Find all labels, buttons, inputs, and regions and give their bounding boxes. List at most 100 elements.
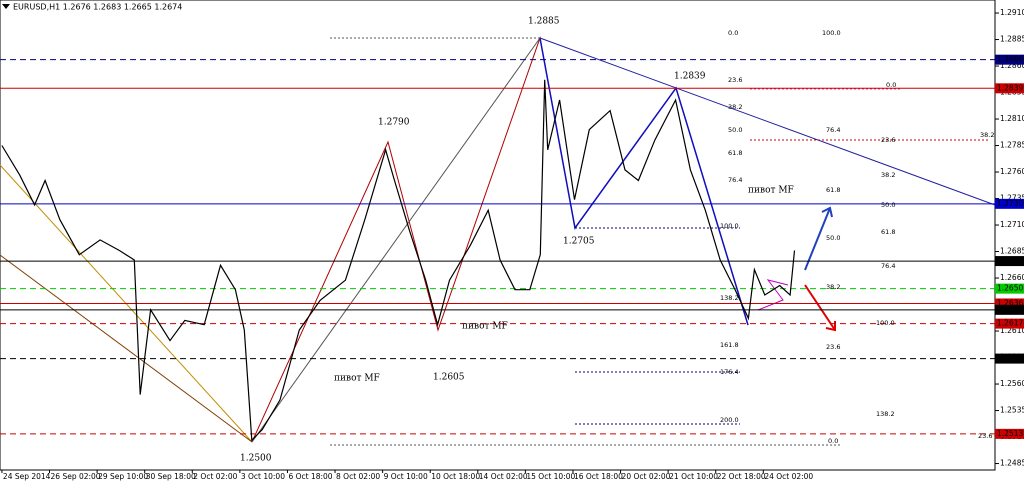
y-tick-label: 1.2760 (1000, 167, 1024, 176)
fib-label: 61.8 (826, 186, 840, 194)
level-label: 1.2866 (997, 55, 1023, 64)
level-box (995, 298, 1024, 309)
fib-label: 38.2 (826, 283, 840, 291)
symbol-info: EURUSD,H1 1.2676 1.2683 1.2665 1.2674 (13, 3, 182, 12)
y-tick-label: 1.2685 (1000, 247, 1024, 256)
y-tick-label: 1.2785 (1000, 141, 1024, 150)
x-tick-label: 8 Oct 02:00 (336, 472, 380, 481)
fib-label: 61.8 (881, 228, 895, 236)
fib-label: 50.0 (728, 126, 742, 134)
fib-label: 200.0 (720, 416, 739, 424)
price-line (1, 79, 796, 442)
fib-label: 76.4 (826, 126, 840, 134)
level-label: 1.2730 (997, 199, 1023, 208)
annotation: 1.2885 (528, 17, 560, 27)
y-tick-label: 1.2810 (1000, 114, 1024, 123)
fib-label: 0.0 (886, 81, 896, 89)
annotation: 1.2605 (433, 373, 465, 383)
level-label: 1.2676 (997, 256, 1023, 265)
level-label: 1.2584 (997, 354, 1023, 363)
level-label: 1.2636 (997, 298, 1023, 307)
fib-label: 23.6 (826, 343, 840, 351)
pattern (757, 279, 789, 311)
annotation: 1.2500 (240, 454, 272, 464)
annotation: 1.2790 (378, 118, 410, 128)
trend-line (539, 37, 996, 206)
fib-label: 38.2 (980, 131, 994, 139)
x-tick-label: 20 Oct 02:00 (622, 472, 671, 481)
x-tick-label: 22 Oct 18:00 (717, 472, 766, 481)
x-tick-label: 9 Oct 10:00 (384, 472, 428, 481)
annotation: пивот MF (334, 374, 380, 384)
y-tick-label: 1.2535 (1000, 406, 1024, 415)
level-box (995, 304, 1024, 315)
x-tick-label: 10 Oct 18:00 (431, 472, 480, 481)
x-tick-label: 3 Oct 10:00 (241, 472, 285, 481)
fib-label: 176.4 (720, 368, 739, 376)
annotation: 1.2839 (674, 72, 706, 82)
annotation: пивот MF (748, 186, 794, 196)
y-tick-label: 1.2910 (1000, 8, 1024, 17)
fib-label: 0.0 (728, 29, 738, 37)
fib-label: 38.2 (728, 103, 742, 111)
level-box (995, 353, 1024, 364)
x-tick-label: 30 Sep 18:00 (146, 472, 196, 481)
fib-label: 23.6 (978, 432, 992, 440)
level-box (995, 318, 1024, 329)
level-box (995, 283, 1024, 294)
level-box (995, 83, 1024, 94)
fib-label: 61.8 (728, 149, 742, 157)
level-label: 1.2839 (997, 83, 1023, 92)
y-tick-label: 1.2560 (1000, 379, 1024, 388)
level-label: 1.2513 (997, 429, 1023, 438)
annotation: пивот MF (462, 322, 508, 332)
fib-label: 76.4 (728, 176, 742, 184)
level-box (995, 54, 1024, 65)
drawings (0, 36, 996, 446)
fib-label: 100.0 (822, 29, 841, 37)
arrow (804, 284, 836, 331)
fib-label: 23.6 (728, 76, 742, 84)
fib-label: 76.4 (881, 262, 895, 270)
x-tick-label: 6 Oct 18:00 (288, 472, 332, 481)
trend-line (0, 254, 253, 443)
y-tick-label: 1.2885 (1000, 35, 1024, 44)
fib-label: 38.2 (881, 171, 895, 179)
y-tick-label: 1.2710 (1000, 220, 1024, 229)
y-tick-label: 1.2660 (1000, 273, 1024, 282)
x-tick-label: 21 Oct 10:00 (669, 472, 718, 481)
x-tick-label: 15 Oct 10:00 (526, 472, 575, 481)
fib-label: 0.0 (828, 437, 838, 445)
annotation: 1.2705 (563, 237, 595, 247)
x-tick-label: 16 Oct 18:00 (574, 472, 623, 481)
fib-label: 23.6 (881, 136, 895, 144)
zigzag (251, 37, 541, 443)
x-tick-label: 2 Oct 02:00 (193, 472, 237, 481)
arrow-head (821, 206, 833, 218)
y-tick-label: 1.2485 (1000, 459, 1024, 468)
fib-label: 100.0 (876, 319, 895, 327)
x-tick-label: 24 Oct 02:00 (764, 472, 813, 481)
fib-label: 138.2 (876, 410, 895, 418)
zigzag (539, 37, 749, 326)
level-label: 1.2650 (997, 284, 1023, 293)
menu-icon[interactable] (2, 4, 10, 9)
y-tick-label: 1.2610 (1000, 326, 1024, 335)
fib-label: 50.0 (881, 201, 895, 209)
x-tick-label: 24 Sep 2014 (3, 472, 51, 481)
plot-frame (0, 0, 996, 471)
y-tick-label: 1.2860 (1000, 61, 1024, 70)
level-label: 1.2630 (997, 305, 1023, 314)
y-tick-label: 1.2735 (1000, 194, 1024, 203)
arrow (804, 207, 831, 271)
x-tick-label: 26 Sep 02:00 (51, 472, 101, 481)
x-tick-label: 29 Sep 10:00 (98, 472, 148, 481)
level-box (995, 256, 1024, 267)
fib-label: 100.0 (720, 222, 739, 230)
x-tick-label: 14 Oct 02:00 (479, 472, 528, 481)
fib-label: 50.0 (826, 234, 840, 242)
level-box (995, 198, 1024, 209)
fib-label: 138.2 (720, 294, 739, 302)
level-box (995, 428, 1024, 439)
